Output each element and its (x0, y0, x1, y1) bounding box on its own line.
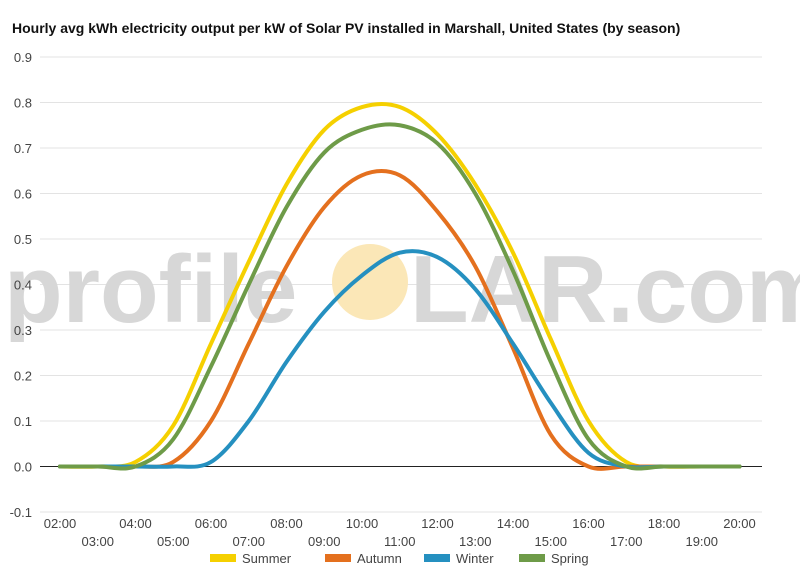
x-tick-label: 03:00 (81, 534, 114, 549)
x-tick-label: 11:00 (384, 534, 416, 549)
y-tick-label: 0.4 (14, 278, 32, 293)
y-tick-label: 0.2 (14, 369, 32, 384)
legend-label-winter: Winter (456, 551, 494, 566)
y-tick-label: 0.0 (14, 460, 32, 475)
x-tick-label: 02:00 (44, 516, 77, 531)
x-tick-label: 09:00 (308, 534, 341, 549)
y-tick-label: -0.1 (10, 505, 32, 520)
watermark: profile LAR.com (4, 236, 800, 343)
x-tick-label: 17:00 (610, 534, 643, 549)
y-tick-label: 0.6 (14, 187, 32, 202)
y-tick-label: 0.7 (14, 141, 32, 156)
legend-label-spring: Spring (551, 551, 589, 566)
x-tick-label: 18:00 (648, 516, 681, 531)
x-tick-label: 07:00 (232, 534, 265, 549)
x-tick-label: 06:00 (195, 516, 228, 531)
legend-swatch-spring (519, 554, 545, 562)
y-tick-label: 0.5 (14, 232, 32, 247)
legend-swatch-autumn (325, 554, 351, 562)
x-tick-label: 14:00 (497, 516, 530, 531)
legend-label-autumn: Autumn (357, 551, 402, 566)
chart-title: Hourly avg kWh electricity output per kW… (12, 20, 681, 36)
watermark-sun-icon (332, 244, 408, 320)
grid-layer (40, 56, 762, 513)
y-tick-label: 0.9 (14, 50, 32, 65)
y-tick-label: 0.1 (14, 414, 32, 429)
x-tick-label: 05:00 (157, 534, 190, 549)
x-tick-label: 19:00 (685, 534, 718, 549)
legend-label-summer: Summer (242, 551, 292, 566)
axis-layer: -0.1 0.0 0.1 0.2 0.3 0.4 0.5 0.6 0.7 0.8 0.9 02:00 0… (10, 50, 756, 549)
y-tick-label: 0.3 (14, 323, 32, 338)
series-layer (58, 101, 742, 471)
series-line-spring (58, 122, 742, 471)
x-tick-label: 15:00 (534, 534, 567, 549)
x-tick-label: 16:00 (572, 516, 605, 531)
x-tick-label: 10:00 (346, 516, 379, 531)
legend-swatch-winter (424, 554, 450, 562)
legend-swatch-summer (210, 554, 236, 562)
x-tick-label: 12:00 (421, 516, 454, 531)
x-tick-label: 08:00 (270, 516, 303, 531)
legend: Summer Autumn Winter Spring (210, 551, 589, 566)
x-tick-label: 04:00 (119, 516, 152, 531)
x-tick-label: 20:00 (723, 516, 756, 531)
y-tick-label: 0.8 (14, 96, 32, 111)
x-tick-label: 13:00 (459, 534, 492, 549)
series-line-summer (58, 101, 742, 469)
